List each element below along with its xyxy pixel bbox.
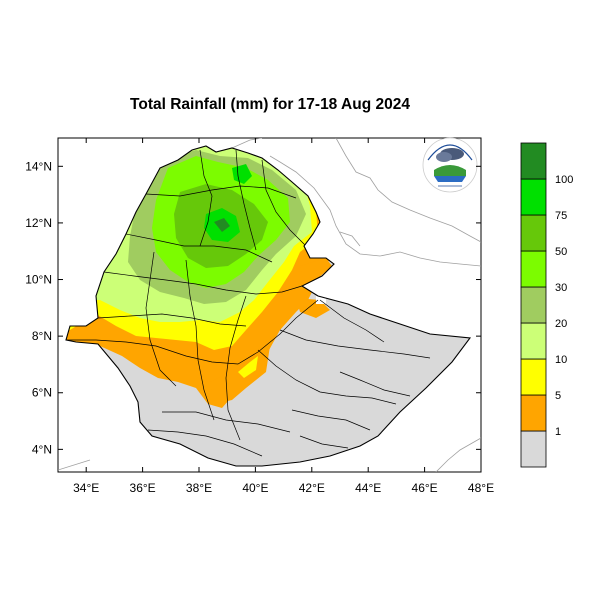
lat-tick-label: 14°N — [25, 159, 52, 173]
rainfall-area-75-100mm-north — [232, 164, 252, 184]
lon-tick-label: 44°E — [355, 481, 381, 495]
legend-swatch — [520, 214, 547, 252]
rainfall-legend: 1 5 10 20 30 50 75 100 — [520, 142, 573, 468]
map-axes: 14°N 12°N 10°N 8°N 6°N 4°N 34°E 36°E 38°E 40°E 42°… — [25, 138, 494, 495]
legend-label: 50 — [555, 246, 567, 258]
lon-tick-label: 48°E — [468, 481, 494, 495]
legend-label: 100 — [555, 174, 573, 186]
lat-tick-label: 12°N — [25, 216, 52, 230]
lat-tick-label: 6°N — [32, 386, 52, 400]
legend-label: 30 — [555, 282, 567, 294]
legend-swatch — [520, 394, 547, 432]
rainfall-patch-east-orange — [300, 258, 332, 284]
legend-label: 20 — [555, 318, 567, 330]
lat-tick-label: 8°N — [32, 329, 52, 343]
lat-tick-label: 10°N — [25, 273, 52, 287]
lon-tick-label: 38°E — [186, 481, 212, 495]
legend-label: 10 — [555, 354, 567, 366]
rainfall-patch-south-yellow — [238, 356, 258, 378]
lon-tick-label: 42°E — [299, 481, 325, 495]
legend-label: 5 — [555, 390, 561, 402]
legend-label: 1 — [555, 426, 561, 438]
legend-swatch — [520, 178, 547, 216]
lon-tick-label: 46°E — [412, 481, 438, 495]
legend-swatch — [520, 322, 547, 360]
regional-boundaries — [66, 149, 431, 457]
ethiopia-outline — [65, 145, 472, 467]
ethiopian-meteorology-institute-logo — [422, 137, 478, 193]
lon-tick-label: 34°E — [73, 481, 99, 495]
rainfall-patch-south-orange — [210, 346, 270, 404]
legend-swatch — [520, 142, 547, 180]
legend-swatch — [520, 358, 547, 396]
legend-swatch — [520, 430, 547, 468]
legend-swatch — [520, 250, 547, 288]
lon-tick-label: 36°E — [130, 481, 156, 495]
rainfall-area-above-100mm — [214, 218, 230, 232]
neighbor-borders — [58, 138, 481, 472]
map-title: Total Rainfall (mm) for 17-18 Aug 2024 — [130, 96, 410, 113]
legend-label: 75 — [555, 210, 567, 222]
lat-tick-label: 4°N — [32, 442, 52, 456]
lon-tick-label: 40°E — [242, 481, 268, 495]
legend-swatch — [520, 286, 547, 324]
